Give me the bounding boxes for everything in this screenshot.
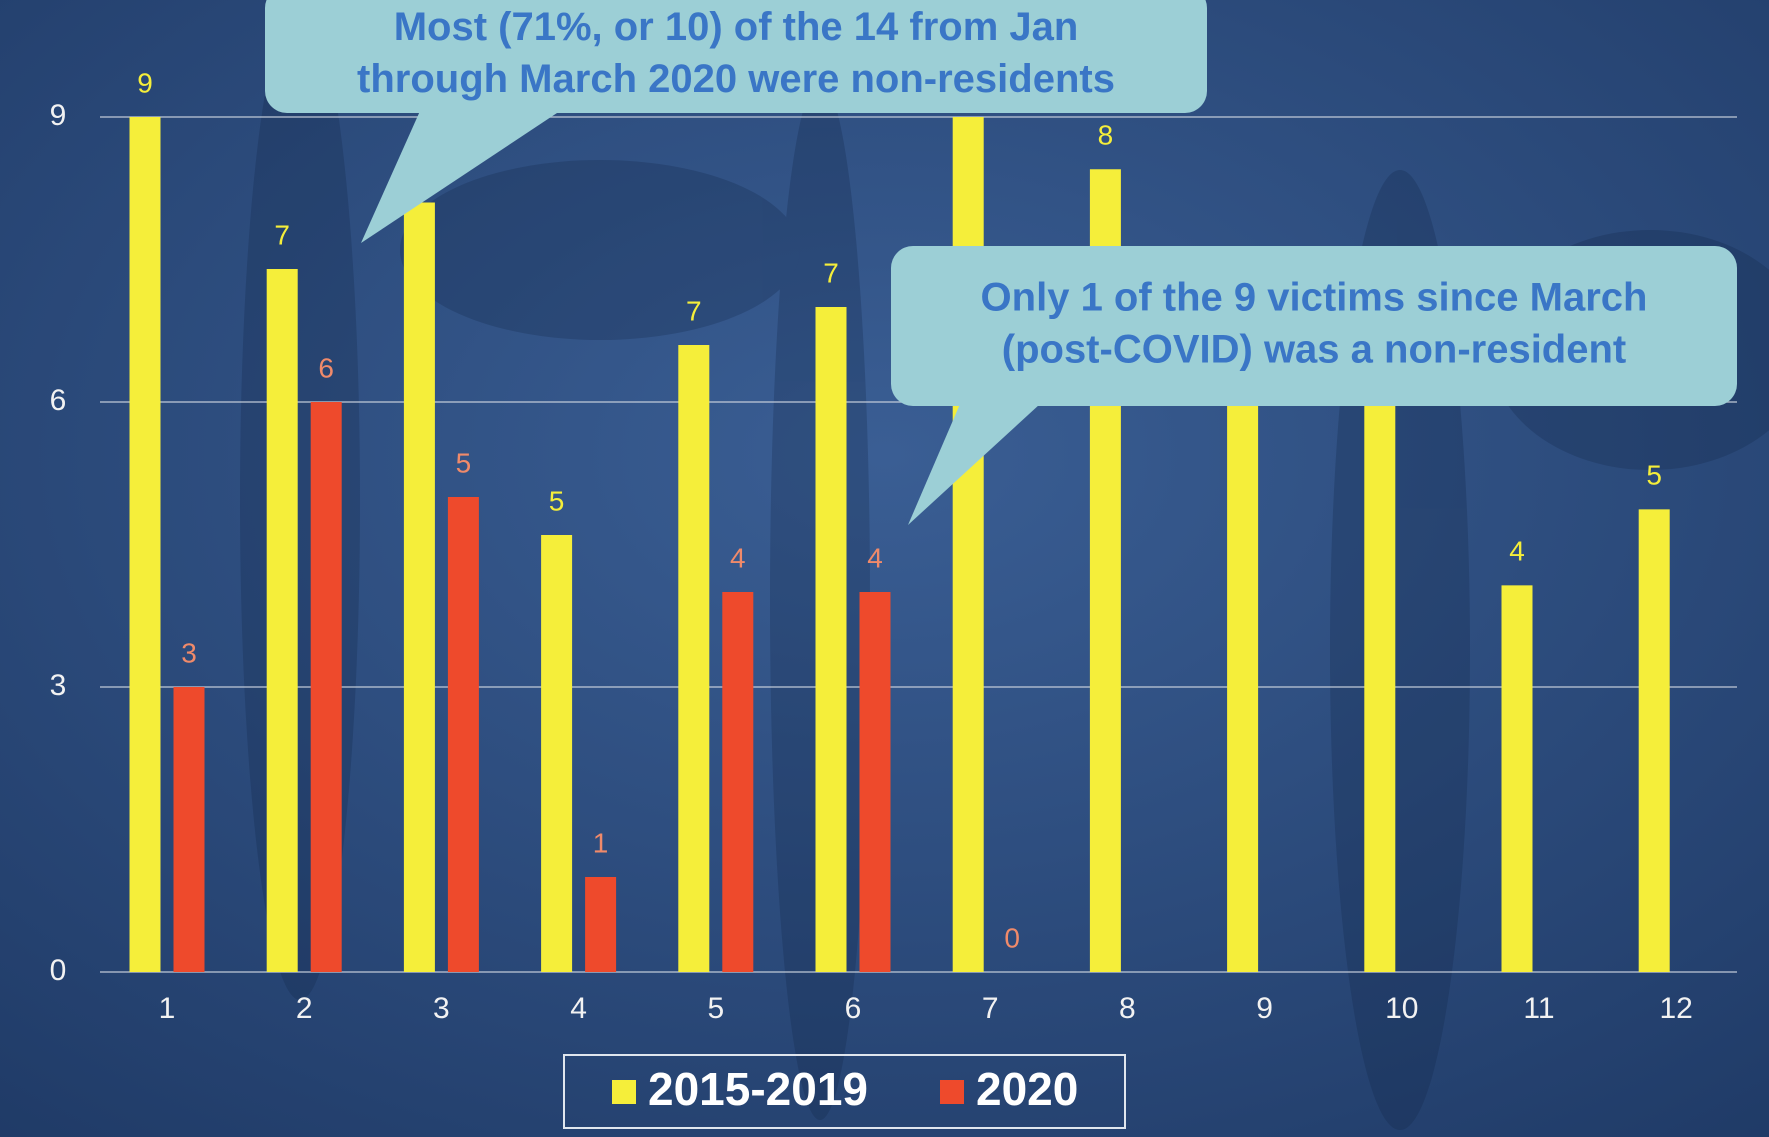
- callout-text: Only 1 of the 9 victims since March: [981, 276, 1648, 320]
- y-tick-label: 9: [50, 99, 67, 132]
- bar: [815, 307, 847, 972]
- data-label: 7: [274, 219, 290, 250]
- x-tick-label: 6: [845, 992, 862, 1025]
- x-tick-label: 9: [1256, 992, 1273, 1025]
- x-tick-label: 7: [982, 992, 999, 1025]
- callout-text: through March 2020 were non-residents: [357, 57, 1115, 101]
- x-tick-label: 10: [1385, 992, 1418, 1025]
- data-label: 8: [1098, 120, 1114, 151]
- x-tick-label: 12: [1660, 992, 1693, 1025]
- x-tick-label: 1: [159, 992, 176, 1025]
- data-label: 3: [181, 637, 197, 668]
- legend-label: 2020: [976, 1063, 1078, 1115]
- data-label: 5: [456, 447, 472, 478]
- bar: [1638, 509, 1670, 972]
- data-label: 4: [1509, 536, 1525, 567]
- x-tick-label: 8: [1119, 992, 1136, 1025]
- bar: [310, 402, 342, 972]
- bar: [541, 535, 573, 972]
- bar: [585, 877, 617, 972]
- callout: Only 1 of the 9 victims since March (post…: [891, 246, 1737, 525]
- callout-box: [891, 246, 1737, 406]
- callout-pointer: [361, 111, 560, 243]
- callout-text: Most (71%, or 10) of the 14 from Jan: [394, 5, 1079, 49]
- legend: 2015-2019 2020: [563, 1054, 1126, 1129]
- data-label: 4: [867, 542, 883, 573]
- legend-box: [563, 1054, 1126, 1129]
- bar: [266, 269, 298, 972]
- data-label: 7: [823, 257, 839, 288]
- data-label: 9: [137, 67, 153, 98]
- bar: [129, 117, 161, 972]
- callout-pointer: [908, 404, 1040, 525]
- bar: [722, 592, 754, 972]
- bar: [678, 345, 710, 972]
- bar: [403, 202, 435, 972]
- data-label: 4: [730, 542, 746, 573]
- legend-swatch: [940, 1080, 964, 1104]
- y-tick-label: 3: [50, 669, 67, 702]
- bar: [447, 497, 479, 972]
- data-label: 7: [686, 295, 702, 326]
- data-label: 5: [549, 485, 565, 516]
- bar: [859, 592, 891, 972]
- bar: [952, 117, 984, 972]
- callout-box: [265, 0, 1207, 113]
- data-label: 5: [1646, 460, 1662, 491]
- x-tick-label: 2: [296, 992, 313, 1025]
- bar: [1364, 307, 1396, 972]
- callout: Most (71%, or 10) of the 14 from Jan thro…: [265, 0, 1207, 243]
- y-tick-label: 0: [50, 954, 67, 987]
- legend-label: 2015-2019: [648, 1063, 868, 1115]
- y-tick-label: 6: [50, 384, 67, 417]
- x-tick-label: 3: [433, 992, 450, 1025]
- data-label: 0: [1004, 922, 1020, 953]
- x-tick-label: 11: [1523, 992, 1554, 1025]
- data-label: 6: [318, 352, 334, 383]
- x-tick-label: 5: [707, 992, 724, 1025]
- bar: [173, 687, 205, 972]
- callout-text: (post-COVID) was a non-resident: [1002, 328, 1627, 372]
- bar: [1501, 585, 1533, 972]
- data-label: 1: [593, 827, 609, 858]
- legend-swatch: [612, 1080, 636, 1104]
- x-tick-label: 4: [570, 992, 587, 1025]
